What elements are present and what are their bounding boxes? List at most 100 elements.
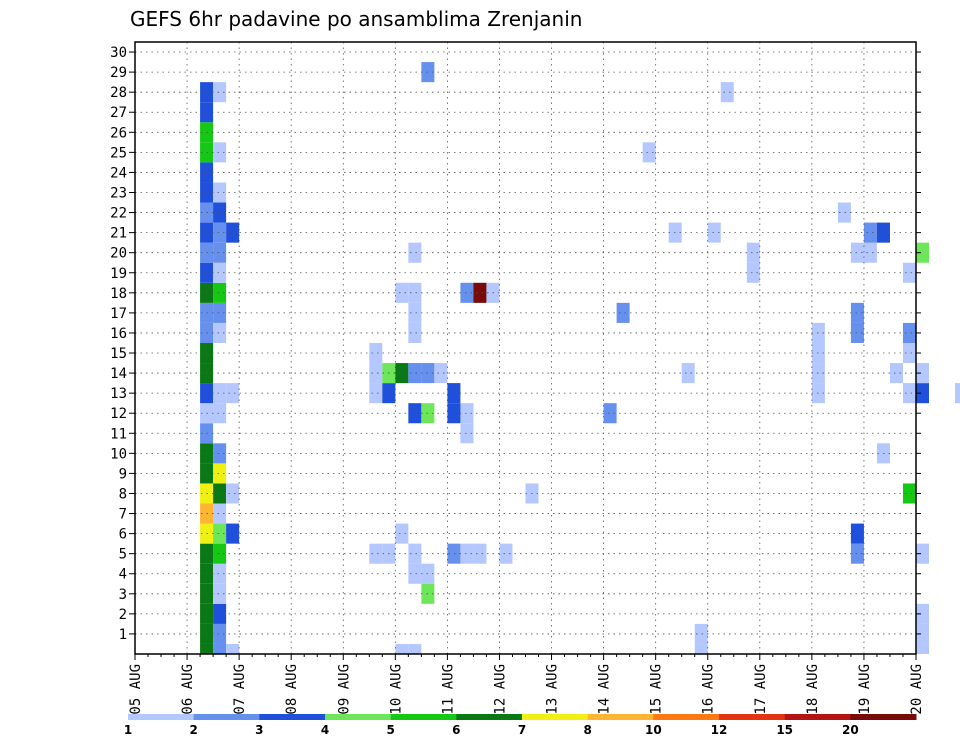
y-tick-label: 26: [110, 125, 127, 141]
precip-cell: [850, 242, 864, 263]
y-tick-label: 7: [119, 507, 127, 523]
precip-cell: [213, 302, 227, 323]
x-tick-label: 06 AUG: [180, 664, 196, 715]
colorbar-swatch: [653, 714, 720, 720]
precip-cells: [200, 62, 960, 654]
precip-cell: [213, 603, 227, 624]
precip-cell: [863, 242, 877, 263]
precip-cell: [902, 383, 916, 404]
precip-cell: [902, 483, 916, 504]
y-tick-label: 14: [110, 366, 127, 382]
colorbar-label: 15: [776, 723, 793, 737]
colorbar-legend: 1 2 3 4 5 6 7 8 10 12 15 20: [124, 714, 917, 737]
colorbar-label: 4: [321, 723, 329, 737]
colorbar-label: 8: [583, 723, 591, 737]
precip-cell: [408, 363, 422, 384]
precip-cell: [213, 182, 227, 203]
precip-cell: [213, 643, 227, 654]
precip-cell: [226, 643, 240, 654]
precip-cell: [213, 242, 227, 263]
y-tick-label: 19: [110, 266, 127, 282]
colorbar-label: 20: [842, 723, 859, 737]
precip-cell: [850, 543, 864, 564]
x-tick-label: 07 AUG: [232, 664, 248, 715]
precip-cell: [460, 423, 474, 444]
precip-cell: [369, 363, 383, 384]
x-tick-label: 12 AUG: [492, 664, 508, 715]
precip-cell: [213, 523, 227, 544]
colorbar-swatch: [784, 714, 851, 720]
y-tick-label: 8: [119, 486, 127, 502]
precip-cell: [707, 222, 721, 243]
precip-cell: [499, 543, 513, 564]
precip-cell: [226, 222, 240, 243]
precip-cell: [213, 503, 227, 524]
precip-cell: [447, 543, 461, 564]
precip-cell: [213, 82, 227, 103]
colorbar-swatch: [850, 714, 917, 720]
precip-cell: [213, 563, 227, 584]
precip-cell: [746, 242, 760, 263]
precip-cell: [213, 443, 227, 464]
precip-cell: [955, 383, 960, 404]
precip-cell: [395, 282, 409, 303]
precip-cell: [473, 543, 487, 564]
precip-cell: [850, 322, 864, 343]
precip-cell: [916, 383, 930, 404]
precip-cell: [916, 643, 930, 654]
precip-cell: [226, 483, 240, 504]
y-tick-label: 29: [110, 65, 127, 81]
chart-title: GEFS 6hr padavine po ansamblima Zrenjani…: [130, 7, 582, 31]
precip-cell: [369, 543, 383, 564]
colorbar-swatch: [587, 714, 654, 720]
y-tick-label: 24: [110, 165, 127, 181]
precip-cell: [603, 403, 617, 424]
precip-cell: [460, 282, 474, 303]
precip-cell: [642, 142, 656, 163]
y-tick-label: 12: [110, 406, 127, 422]
colorbar-swatch: [259, 714, 326, 720]
y-tick-label: 3: [119, 587, 127, 603]
x-tick-label: 13 AUG: [545, 664, 561, 715]
y-tick-label: 28: [110, 85, 127, 101]
y-tick-label: 18: [110, 286, 127, 302]
y-tick-label: 16: [110, 326, 127, 342]
precip-cell: [213, 463, 227, 484]
precip-cell: [395, 523, 409, 544]
precip-cell: [460, 543, 474, 564]
x-tick-label: 18 AUG: [805, 664, 821, 715]
precip-cell: [916, 603, 930, 624]
colorbar-label: 7: [518, 723, 526, 737]
precip-cell: [213, 623, 227, 644]
y-tick-label: 9: [119, 466, 127, 482]
precip-cell: [226, 383, 240, 404]
precip-cell: [408, 302, 422, 323]
y-tick-label: 22: [110, 206, 127, 222]
precip-cell: [213, 142, 227, 163]
precip-cell: [395, 363, 409, 384]
y-tick-label: 27: [110, 105, 127, 121]
precip-cell: [447, 383, 461, 404]
y-tick-label: 4: [119, 567, 127, 583]
y-tick-label: 25: [110, 145, 127, 161]
plot-frame: [134, 41, 917, 655]
y-tick-label: 11: [110, 426, 127, 442]
x-tick-label: 08 AUG: [284, 664, 300, 715]
x-tick-label: 11 AUG: [440, 664, 456, 715]
precip-cell: [916, 242, 930, 263]
precip-cell: [213, 383, 227, 404]
y-tick-label: 2: [119, 607, 127, 623]
precip-cell: [850, 523, 864, 544]
x-tick-label: 16 AUG: [701, 664, 717, 715]
x-tick-label: 19 AUG: [857, 664, 873, 715]
precip-cell: [369, 342, 383, 364]
colorbar-label: 10: [645, 723, 662, 737]
precip-cell: [902, 322, 916, 343]
precip-cell: [473, 282, 487, 303]
precip-cell: [213, 202, 227, 223]
precip-cell: [213, 483, 227, 504]
x-tick-label: 05 AUG: [128, 664, 144, 715]
x-tick-label: 14 AUG: [597, 664, 613, 715]
precip-cell: [720, 82, 734, 103]
precip-cell: [902, 262, 916, 283]
